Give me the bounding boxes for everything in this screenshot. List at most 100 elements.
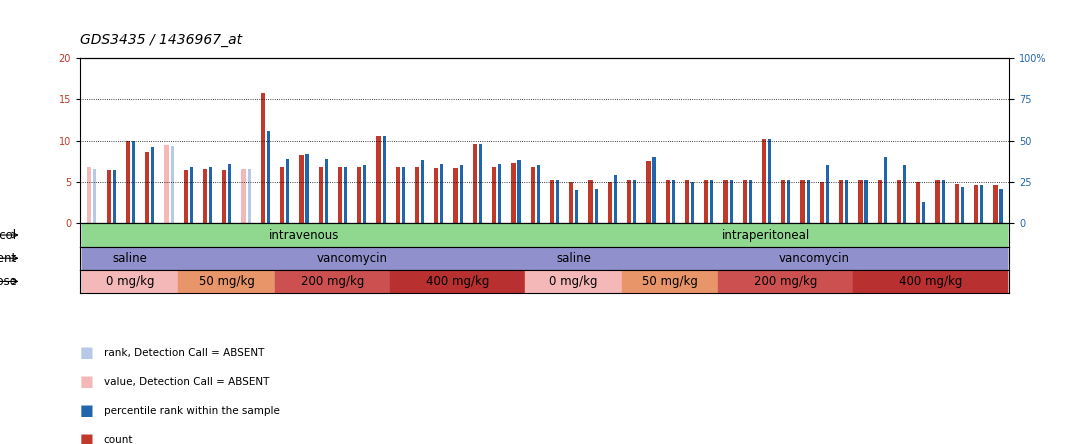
Bar xyxy=(801,180,804,223)
Bar xyxy=(395,167,399,223)
Bar xyxy=(318,167,323,223)
Bar xyxy=(171,146,174,223)
Text: 200 mg/kg: 200 mg/kg xyxy=(754,275,817,288)
Bar xyxy=(344,167,347,223)
Text: vancomycin: vancomycin xyxy=(316,252,388,265)
Text: rank, Detection Call = ABSENT: rank, Detection Call = ABSENT xyxy=(104,348,264,358)
Bar xyxy=(391,270,525,293)
Bar xyxy=(550,180,554,223)
Bar xyxy=(806,180,810,223)
Bar xyxy=(691,182,694,223)
Bar xyxy=(164,145,169,223)
Bar xyxy=(588,180,593,223)
Bar xyxy=(718,270,853,293)
Text: intravenous: intravenous xyxy=(268,229,339,242)
Bar xyxy=(222,170,226,223)
Text: 50 mg/kg: 50 mg/kg xyxy=(642,275,697,288)
Bar xyxy=(820,182,824,223)
Bar xyxy=(363,166,366,223)
Bar xyxy=(878,180,882,223)
Bar xyxy=(942,180,945,223)
Bar xyxy=(267,131,270,223)
Bar xyxy=(955,184,959,223)
Bar xyxy=(178,270,274,293)
Bar xyxy=(974,185,978,223)
Bar xyxy=(421,160,424,223)
Bar xyxy=(145,152,150,223)
Bar xyxy=(274,270,391,293)
Bar xyxy=(531,167,535,223)
Bar xyxy=(622,270,718,293)
Bar xyxy=(646,161,650,223)
Bar xyxy=(665,180,670,223)
Bar xyxy=(525,270,622,293)
Bar xyxy=(459,166,462,223)
Bar xyxy=(633,180,637,223)
Text: 400 mg/kg: 400 mg/kg xyxy=(898,275,962,288)
Bar xyxy=(723,180,727,223)
Bar xyxy=(845,180,848,223)
Bar xyxy=(556,180,560,223)
Text: agent: agent xyxy=(0,252,17,265)
Bar xyxy=(768,139,771,223)
Text: ■: ■ xyxy=(80,432,94,444)
Bar xyxy=(376,135,380,223)
Bar xyxy=(299,155,303,223)
Bar xyxy=(672,180,675,223)
Text: intraperitoneal: intraperitoneal xyxy=(722,229,811,242)
Bar xyxy=(113,170,115,223)
Bar xyxy=(337,167,342,223)
Bar xyxy=(1000,189,1003,223)
Bar xyxy=(576,190,579,223)
Bar xyxy=(569,182,574,223)
Bar xyxy=(82,270,178,293)
Bar xyxy=(498,164,501,223)
Bar xyxy=(537,166,539,223)
Bar xyxy=(415,167,419,223)
Bar xyxy=(742,180,747,223)
Text: ■: ■ xyxy=(80,403,94,418)
Bar xyxy=(286,159,289,223)
Bar xyxy=(853,270,1007,293)
Bar xyxy=(761,139,766,223)
Bar xyxy=(435,168,439,223)
Bar xyxy=(241,169,246,223)
Bar xyxy=(190,167,193,223)
Text: protocol: protocol xyxy=(0,229,17,242)
Bar xyxy=(787,180,790,223)
Bar xyxy=(904,166,906,223)
Text: saline: saline xyxy=(556,252,591,265)
Bar xyxy=(209,167,213,223)
Bar xyxy=(622,246,1007,270)
Text: 0 mg/kg: 0 mg/kg xyxy=(549,275,598,288)
Bar xyxy=(704,180,708,223)
Bar xyxy=(454,168,458,223)
Bar xyxy=(248,169,251,223)
Text: count: count xyxy=(104,435,134,444)
Bar xyxy=(126,141,130,223)
Bar xyxy=(923,202,925,223)
Bar xyxy=(280,167,284,223)
Bar xyxy=(859,180,863,223)
Bar xyxy=(512,163,516,223)
Bar xyxy=(993,185,998,223)
Text: ■: ■ xyxy=(80,374,94,389)
Text: dose: dose xyxy=(0,275,17,288)
Bar xyxy=(897,180,901,223)
Bar xyxy=(325,159,328,223)
Bar xyxy=(93,169,96,223)
Bar xyxy=(357,167,361,223)
Text: value, Detection Call = ABSENT: value, Detection Call = ABSENT xyxy=(104,377,269,387)
Bar xyxy=(382,135,386,223)
Bar xyxy=(178,246,525,270)
Bar xyxy=(82,223,525,246)
Text: 50 mg/kg: 50 mg/kg xyxy=(199,275,254,288)
Bar xyxy=(608,182,612,223)
Text: vancomycin: vancomycin xyxy=(779,252,850,265)
Bar xyxy=(883,157,886,223)
Bar xyxy=(961,187,964,223)
Bar xyxy=(653,157,656,223)
Bar xyxy=(478,144,482,223)
Bar xyxy=(916,182,921,223)
Bar xyxy=(229,164,232,223)
